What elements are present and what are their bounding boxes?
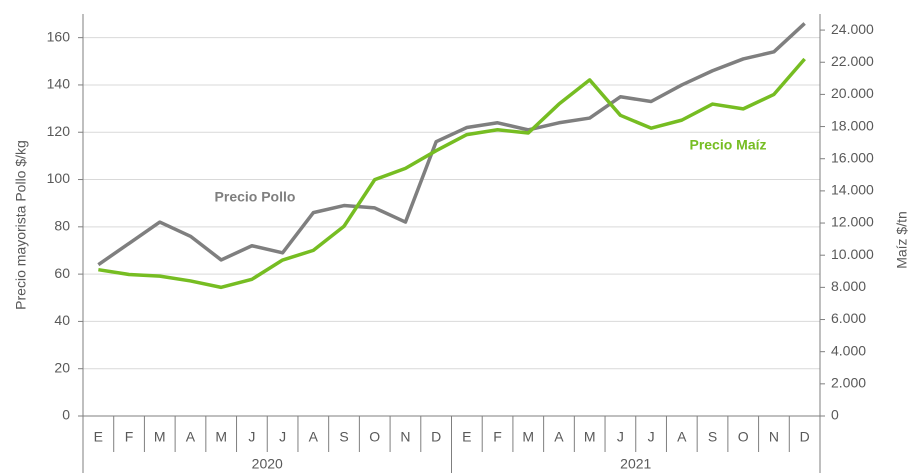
y2-axis-label: Maíz $/tn <box>894 211 910 269</box>
data-line <box>97 22 806 267</box>
x-group-label: 2021 <box>620 456 651 472</box>
y2-tick-label: 0 <box>831 407 839 423</box>
y2-tick-label: 24.000 <box>831 21 874 37</box>
x-tick-label: E <box>462 429 471 445</box>
x-tick-label: J <box>248 429 255 445</box>
y2-tick-label: 8.000 <box>831 278 866 294</box>
x-tick-label: A <box>309 429 319 445</box>
y2-tick-label: 10.000 <box>831 246 874 262</box>
y2-tick-label: 14.000 <box>831 182 874 198</box>
y-tick-label: 100 <box>47 170 71 186</box>
x-tick-label: N <box>769 429 779 445</box>
x-tick-label: M <box>522 429 534 445</box>
y2-tick-label: 6.000 <box>831 310 866 326</box>
x-tick-label: A <box>554 429 564 445</box>
x-tick-label: J <box>648 429 655 445</box>
x-tick-label: F <box>125 429 134 445</box>
series-label: Precio Maíz <box>689 137 766 153</box>
y2-tick-label: 20.000 <box>831 85 874 101</box>
y-tick-label: 0 <box>62 407 70 423</box>
y2-tick-label: 12.000 <box>831 214 874 230</box>
x-tick-label: M <box>215 429 227 445</box>
x-tick-label: J <box>617 429 624 445</box>
x-tick-label: O <box>738 429 749 445</box>
y-tick-label: 60 <box>54 265 70 281</box>
y-tick-label: 40 <box>54 312 70 328</box>
x-tick-label: E <box>94 429 103 445</box>
x-tick-label: F <box>493 429 502 445</box>
x-tick-label: A <box>186 429 196 445</box>
x-group-label: 2020 <box>252 456 283 472</box>
y2-tick-label: 22.000 <box>831 53 874 69</box>
x-tick-label: D <box>800 429 810 445</box>
y-axis-label: Precio mayorista Pollo $/kg <box>13 140 29 310</box>
x-tick-label: A <box>677 429 687 445</box>
y2-tick-label: 2.000 <box>831 375 866 391</box>
y-tick-label: 120 <box>47 123 71 139</box>
x-tick-label: D <box>431 429 441 445</box>
y2-tick-label: 16.000 <box>831 149 874 165</box>
y-tick-label: 160 <box>47 28 71 44</box>
x-tick-label: S <box>708 429 717 445</box>
y-tick-label: 20 <box>54 359 70 375</box>
y2-tick-label: 18.000 <box>831 117 874 133</box>
x-tick-label: M <box>584 429 596 445</box>
y2-tick-label: 4.000 <box>831 342 866 358</box>
x-tick-label: S <box>339 429 348 445</box>
y-tick-label: 140 <box>47 76 71 92</box>
series-label: Precio Pollo <box>215 189 296 205</box>
x-tick-label: O <box>369 429 380 445</box>
data-line <box>98 57 806 290</box>
x-tick-label: M <box>154 429 166 445</box>
x-tick-label: N <box>400 429 410 445</box>
x-tick-label: J <box>279 429 286 445</box>
y-tick-label: 80 <box>54 218 70 234</box>
